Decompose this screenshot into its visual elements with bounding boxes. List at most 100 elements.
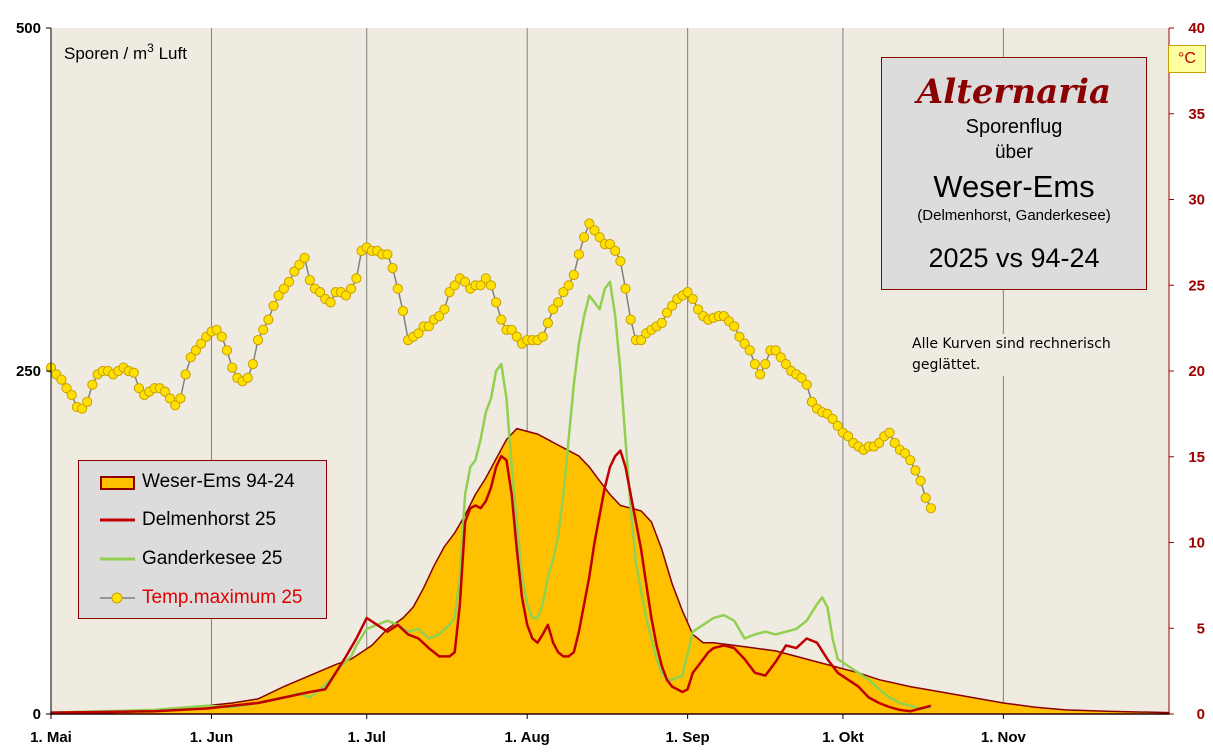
y2-axis-unit-label: °C xyxy=(1168,45,1206,73)
legend-item-temperature: Temp.maximum 25 xyxy=(99,584,324,612)
temp-point-50 xyxy=(304,275,315,286)
temp-point-47 xyxy=(289,266,300,277)
note-line-1: Alle Kurven sind rechnerisch xyxy=(912,336,1111,352)
legend-item-ganderkesee: Ganderkesee 25 xyxy=(99,545,324,573)
legend-item-weser-ems: Weser-Ems 94-24 xyxy=(99,468,324,496)
temp-point-163 xyxy=(889,437,900,449)
temp-point-43 xyxy=(268,300,279,311)
temp-point-71 xyxy=(413,328,424,339)
temp-point-134 xyxy=(739,338,750,349)
temp-point-57 xyxy=(340,290,352,301)
temp-point-32 xyxy=(211,324,222,335)
y2-tick-label-2: 10 xyxy=(1188,535,1205,552)
x-tick-label-5: 1. Okt xyxy=(822,729,864,746)
temp-point-25 xyxy=(175,393,186,404)
temp-point-41 xyxy=(258,324,269,335)
temp-point-89 xyxy=(506,324,517,335)
temp-point-162 xyxy=(884,427,895,438)
temp-point-40 xyxy=(252,335,264,346)
temp-point-80 xyxy=(460,276,471,287)
temp-point-104 xyxy=(584,218,595,229)
temp-point-106 xyxy=(594,232,605,243)
temp-point-87 xyxy=(496,314,507,325)
temp-point-118 xyxy=(656,317,667,329)
title-box: Alternaria Sporenflug über Weser-Ems (De… xyxy=(881,57,1147,290)
series-ganderkesee-line xyxy=(50,280,932,714)
temp-point-95 xyxy=(537,331,548,342)
temp-point-33 xyxy=(216,331,227,342)
legend-swatch-area xyxy=(100,476,135,490)
temp-point-6 xyxy=(77,403,88,414)
temp-point-136 xyxy=(749,359,761,370)
temp-point-28 xyxy=(190,345,201,356)
temp-point-35 xyxy=(227,362,238,373)
temp-point-26 xyxy=(180,369,191,380)
y-tick-label-0: 0 xyxy=(33,706,41,723)
temp-point-96 xyxy=(542,317,554,329)
temp-point-105 xyxy=(589,225,600,236)
temp-point-27 xyxy=(185,352,196,363)
temp-point-38 xyxy=(242,372,253,383)
temp-point-98 xyxy=(553,297,564,308)
y2-tick-label-0: 0 xyxy=(1197,706,1205,723)
temp-point-29 xyxy=(196,338,207,349)
note-line-2: geglättet. xyxy=(912,357,981,373)
temp-point-168 xyxy=(915,475,926,486)
temp-point-90 xyxy=(511,331,522,342)
legend-swatch-temperature xyxy=(100,592,135,604)
temp-point-140 xyxy=(770,345,781,356)
temp-point-78 xyxy=(449,280,460,291)
temp-point-100 xyxy=(563,280,574,291)
temp-point-34 xyxy=(221,345,233,356)
temp-point-77 xyxy=(444,287,455,298)
x-tick-label-6: 1. Nov xyxy=(981,729,1027,746)
legend-item-delmenhorst: Delmenhorst 25 xyxy=(99,506,324,534)
series-delmenhorst-line xyxy=(50,449,932,714)
temp-point-160 xyxy=(874,437,885,449)
temp-point-85 xyxy=(485,280,497,291)
temp-point-123 xyxy=(682,287,693,298)
y2-tick-label-8: 40 xyxy=(1188,20,1205,37)
temp-point-39 xyxy=(247,359,258,370)
temp-point-102 xyxy=(573,249,585,260)
temp-point-101 xyxy=(568,269,579,281)
temp-point-170 xyxy=(925,503,937,514)
temp-point-73 xyxy=(423,321,434,332)
temp-point-24 xyxy=(170,400,181,411)
temp-point-167 xyxy=(910,465,921,476)
temp-point-142 xyxy=(780,359,792,370)
y-axis-unit-label: Sporen / m3 Luft xyxy=(64,41,187,63)
y2-tick-label-5: 25 xyxy=(1188,277,1205,294)
temp-point-146 xyxy=(801,379,812,390)
subtitle-line-3: Weser-Ems xyxy=(933,169,1095,204)
temp-point-68 xyxy=(397,305,409,317)
temp-point-151 xyxy=(827,413,838,425)
subtitle-line-2: über xyxy=(994,142,1034,163)
temp-point-59 xyxy=(351,273,362,284)
temp-point-44 xyxy=(273,290,284,301)
legend-label-delmenhorst: Delmenhorst 25 xyxy=(142,509,277,530)
temp-point-49 xyxy=(299,252,310,263)
temp-point-119 xyxy=(661,307,673,318)
temp-point-76 xyxy=(439,304,450,315)
temp-point-141 xyxy=(775,352,786,363)
y-tick-label-1: 250 xyxy=(16,363,41,380)
temp-point-2 xyxy=(56,374,67,385)
legend-label-weser-ems: Weser-Ems 94-24 xyxy=(142,471,295,492)
legend-label-temperature: Temp.maximum 25 xyxy=(142,587,303,608)
legend: Weser-Ems 94-24 Delmenhorst 25 Ganderkes… xyxy=(78,460,327,619)
y-tick-label-2: 500 xyxy=(16,20,41,37)
subtitle-line-4: (Delmenhorst, Ganderkesee) xyxy=(917,207,1111,224)
temp-point-132 xyxy=(729,321,740,332)
temp-point-42 xyxy=(263,314,274,325)
temp-point-46 xyxy=(284,276,295,287)
temp-point-7 xyxy=(82,396,93,407)
temp-point-83 xyxy=(475,280,486,291)
annotation-note: Alle Kurven sind rechnerisch geglättet. xyxy=(912,334,1142,376)
temp-point-112 xyxy=(625,314,636,325)
x-tick-label-1: 1. Jun xyxy=(190,729,233,746)
y2-tick-label-3: 15 xyxy=(1188,449,1205,466)
subtitle-line-1: Sporenflug xyxy=(965,116,1063,138)
y2-tick-label-7: 35 xyxy=(1188,106,1205,123)
temp-point-125 xyxy=(692,304,704,315)
